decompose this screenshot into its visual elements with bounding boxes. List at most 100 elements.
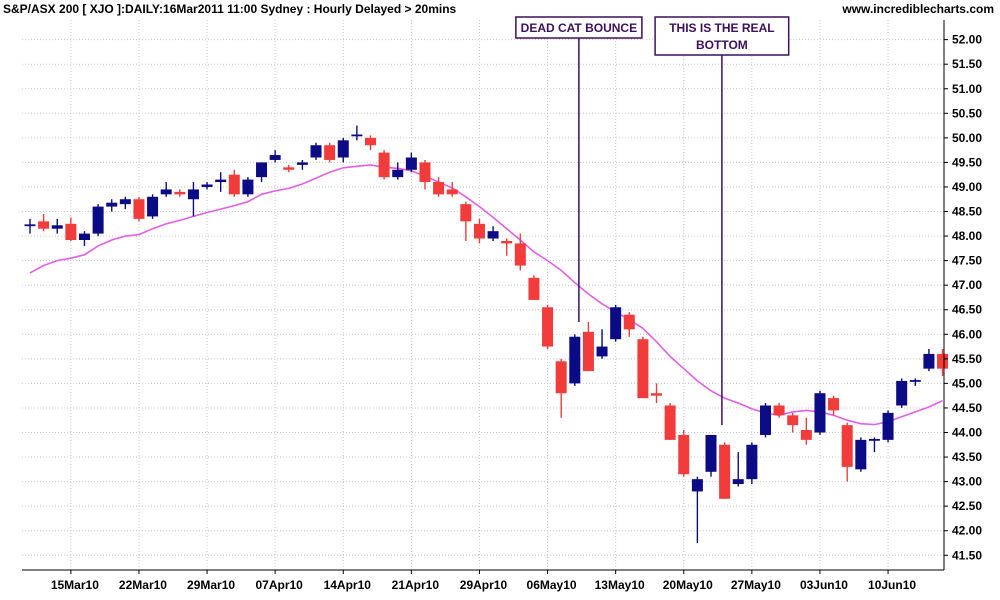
candle: [610, 304, 622, 342]
candle-body: [147, 196, 159, 217]
candle: [65, 217, 77, 241]
x-tick-label: 13May10: [595, 578, 645, 592]
y-tick-label: 46.50: [952, 303, 982, 317]
candle-body: [732, 479, 744, 485]
y-tick-label: 51.00: [952, 82, 982, 96]
candle-body: [623, 314, 635, 330]
moving-average: [29, 164, 943, 426]
candle: [405, 152, 417, 173]
y-tick-label: 42.00: [952, 524, 982, 538]
candle: [705, 434, 717, 477]
candle: [92, 204, 104, 237]
candle-body: [392, 169, 404, 178]
y-tick-label: 43.00: [952, 475, 982, 489]
x-tick-label: 07Apr10: [255, 578, 303, 592]
x-tick-label: 03Jun10: [800, 578, 848, 592]
candle: [24, 218, 36, 234]
candle-body: [133, 199, 145, 219]
candle: [106, 199, 118, 212]
candle-body: [664, 405, 676, 440]
candle: [896, 378, 908, 408]
annotation: DEAD CAT BOUNCE: [515, 16, 643, 323]
candle: [365, 135, 376, 151]
candle-body: [365, 137, 376, 146]
candle: [569, 334, 581, 386]
candle: [841, 422, 853, 482]
candle-body: [746, 444, 758, 480]
y-tick-label: 43.50: [952, 450, 982, 464]
candle: [433, 177, 445, 197]
candle-body: [310, 145, 322, 158]
candle-body: [78, 233, 90, 240]
candle: [147, 194, 159, 219]
candle-body: [828, 398, 840, 411]
candle: [937, 349, 949, 377]
candle: [283, 164, 295, 173]
candle-body: [433, 182, 445, 195]
x-tick-label: 14Apr10: [324, 578, 372, 592]
candle: [923, 349, 935, 372]
y-tick-label: 49.00: [952, 180, 982, 194]
candle: [38, 213, 50, 232]
candle: [269, 150, 281, 163]
candle-body: [759, 405, 771, 435]
x-tick-label: 15Mar10: [51, 578, 99, 592]
candle: [133, 196, 145, 222]
candle: [719, 442, 731, 499]
candle: [623, 312, 635, 337]
candle-body: [174, 191, 186, 195]
y-tick-label: 47.50: [952, 254, 982, 268]
y-tick-label: 50.50: [952, 106, 982, 120]
candle-body: [38, 221, 50, 229]
candle-body: [51, 225, 63, 229]
candle-body: [705, 434, 717, 472]
candle-body: [501, 240, 513, 244]
candle-body: [473, 223, 485, 239]
candle: [732, 452, 744, 487]
candle: [746, 442, 758, 485]
y-tick-label: 49.50: [952, 155, 982, 169]
candle-body: [691, 479, 703, 492]
candle: [514, 233, 526, 271]
candle-body: [337, 140, 349, 158]
candle-body: [92, 206, 104, 234]
candle-body: [283, 167, 295, 170]
candle: [855, 437, 867, 472]
y-tick-label: 48.00: [952, 229, 982, 243]
candle: [759, 403, 771, 438]
candle-body: [324, 145, 336, 160]
candle-body: [555, 361, 567, 394]
candle-body: [106, 202, 118, 207]
candle-body: [419, 162, 431, 183]
y-tick-label: 48.50: [952, 205, 982, 219]
candle-body: [596, 346, 608, 357]
x-tick-label: 20May10: [663, 578, 713, 592]
candle-body: [773, 405, 785, 416]
candle: [337, 137, 349, 163]
annotation-label: BOTTOM: [696, 38, 748, 52]
y-tick-label: 42.50: [952, 499, 982, 513]
x-tick-label: 10Jun10: [868, 578, 916, 592]
candle: [882, 410, 894, 443]
candle: [296, 159, 308, 170]
annotation-label: THIS IS THE REAL: [669, 21, 774, 35]
candle-body: [378, 152, 390, 178]
candle: [473, 218, 485, 244]
candle: [256, 162, 268, 183]
candle: [868, 437, 880, 453]
candle: [324, 142, 336, 163]
chart-title: S&P/ASX 200 [ XJO ]:DAILY:16Mar2011 11:0…: [3, 2, 457, 16]
candle: [828, 395, 840, 416]
annotations: DEAD CAT BOUNCE THIS IS THE REAL BOTTOM: [515, 16, 790, 426]
candle: [228, 169, 240, 197]
x-tick-label: 22Mar10: [119, 578, 167, 592]
site-brand[interactable]: www.incrediblecharts.com: [842, 2, 994, 16]
candle: [787, 412, 799, 433]
candle-body: [882, 412, 894, 440]
candle-body: [242, 179, 254, 195]
candle-body: [855, 439, 867, 470]
candle: [542, 304, 554, 350]
candle: [419, 159, 431, 190]
candle: [242, 177, 254, 197]
candle-body: [256, 162, 268, 178]
